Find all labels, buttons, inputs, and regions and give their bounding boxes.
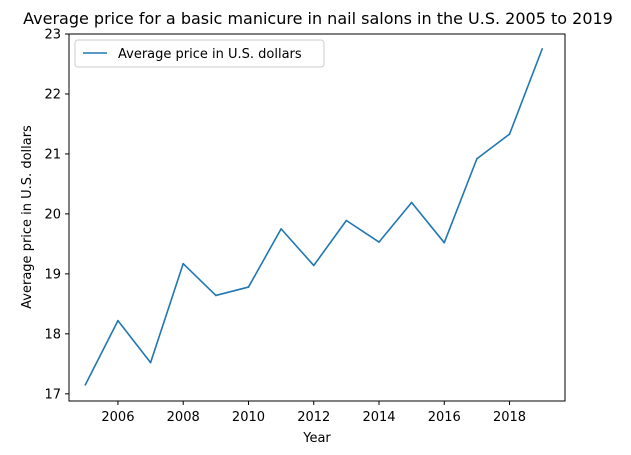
- data-point: [247, 286, 250, 288]
- data-point: [149, 361, 152, 364]
- legend: Average price in U.S. dollars: [74, 39, 325, 68]
- y-tick-label: 23: [44, 28, 61, 43]
- legend-label: Average price in U.S. dollars: [118, 47, 302, 62]
- data-point: [117, 319, 119, 322]
- x-tick-label: 2018: [493, 410, 526, 425]
- y-tick-label: 22: [44, 87, 61, 102]
- x-tick-label: 2008: [167, 410, 200, 425]
- y-tick-label: 21: [44, 147, 61, 162]
- y-axis-label: Average price in U.S. dollars: [20, 125, 35, 309]
- data-point: [280, 228, 282, 230]
- data-point: [508, 133, 511, 135]
- data-point: [378, 241, 380, 243]
- data-point: [312, 264, 315, 267]
- plot-area: [68, 33, 566, 402]
- y-tick-label: 18: [44, 327, 61, 342]
- series-layer: [84, 48, 543, 386]
- data-point: [476, 157, 478, 160]
- y-axis: 17 18 19 20 21 22 23: [44, 28, 69, 402]
- x-axis: 2006 2008 2010 2012 2014 2016 2018: [101, 401, 526, 425]
- x-axis-label: Year: [302, 431, 331, 446]
- x-tick-label: 2006: [101, 410, 134, 425]
- data-point: [345, 219, 348, 222]
- x-tick-label: 2010: [232, 410, 265, 425]
- x-tick-label: 2016: [428, 410, 461, 425]
- data-point: [215, 294, 217, 297]
- x-tick-label: 2012: [297, 410, 330, 425]
- data-point: [84, 384, 87, 386]
- legend-box: [74, 39, 325, 68]
- chart-title: Average price for a basic manicure in na…: [23, 9, 613, 28]
- data-point: [443, 241, 446, 244]
- y-tick-label: 19: [44, 267, 61, 282]
- y-tick-label: 20: [44, 207, 61, 222]
- data-point: [410, 201, 413, 204]
- data-point: [541, 48, 543, 50]
- x-tick-label: 2014: [362, 410, 395, 425]
- data-point: [182, 262, 185, 265]
- y-tick-label: 17: [44, 387, 61, 402]
